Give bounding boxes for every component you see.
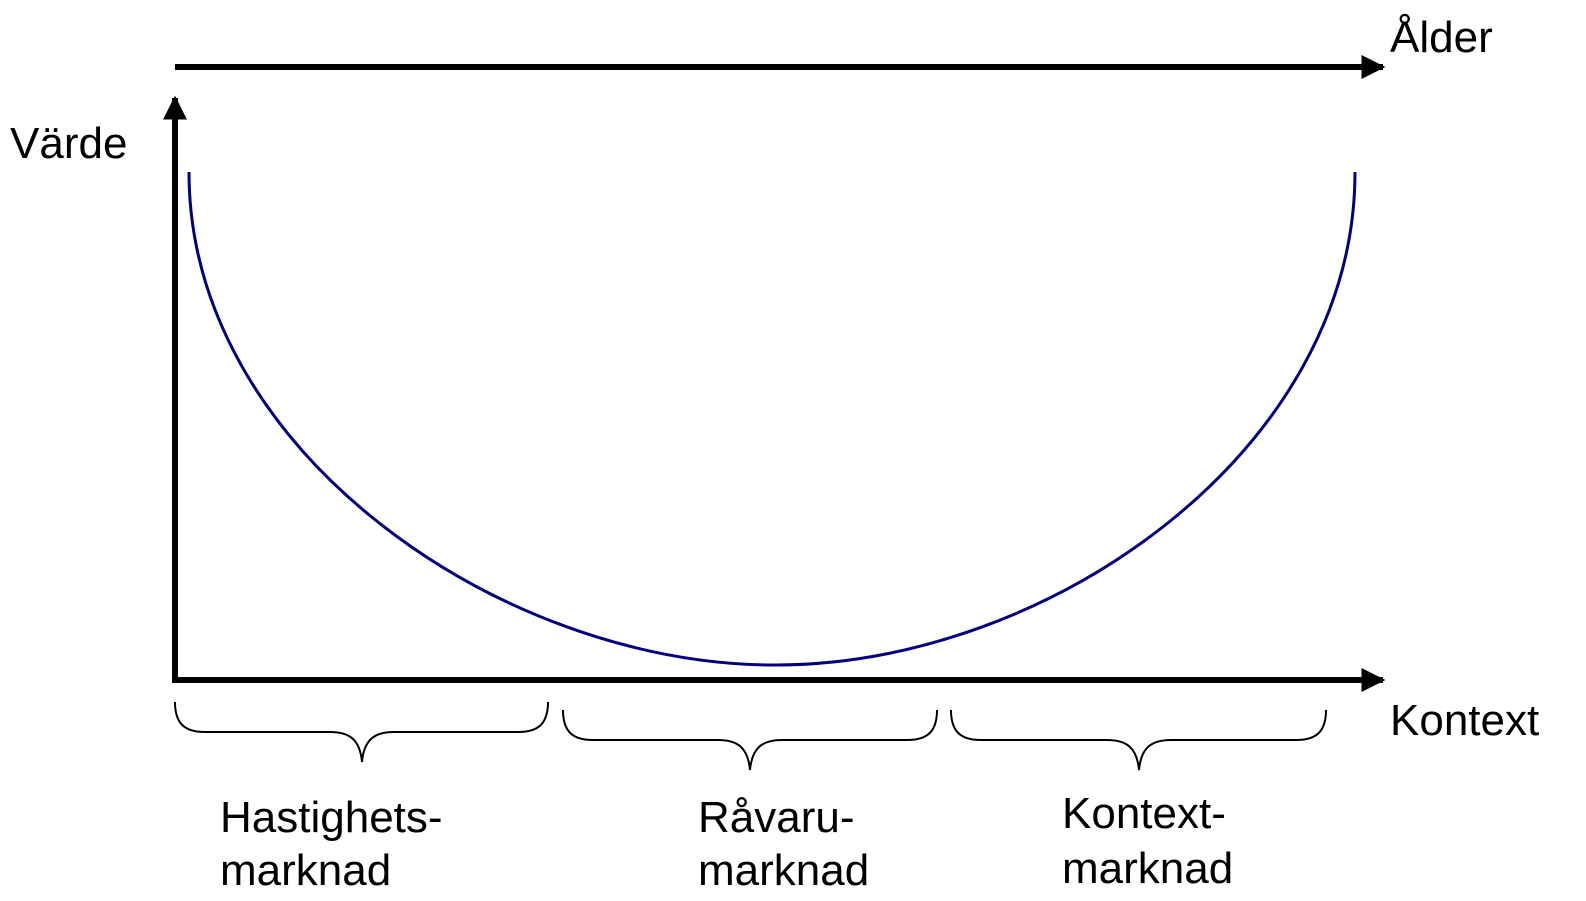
x-axis-label: Kontext — [1390, 696, 1539, 745]
segment-label: Hastighets- — [220, 793, 443, 842]
braces — [174, 701, 1327, 771]
segment-label: Kontext- — [1062, 789, 1226, 838]
segment-label: marknad — [1062, 844, 1233, 893]
brace — [562, 709, 938, 771]
value-curve — [187, 171, 1357, 667]
brace — [174, 701, 549, 763]
segment-label: Råvaru- — [698, 793, 855, 842]
y-axis-label: Värde — [10, 119, 127, 168]
segment-label: marknad — [220, 846, 391, 895]
segment-label: marknad — [698, 846, 869, 895]
top-axis-label: Ålder — [1390, 13, 1493, 62]
brace — [950, 709, 1327, 771]
